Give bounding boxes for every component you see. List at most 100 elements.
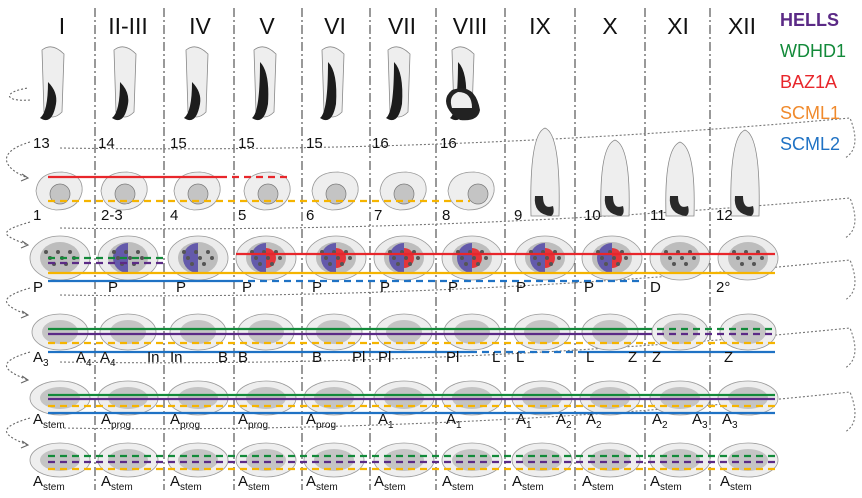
label-subscript: prog <box>111 420 131 431</box>
stage-header: XI <box>667 13 689 39</box>
chromatin-dot <box>324 256 328 260</box>
chromatin-dot <box>476 262 480 266</box>
cell-label: Pl <box>446 349 459 366</box>
cell-label: 15 <box>170 135 187 152</box>
chromatin-dot <box>206 250 210 254</box>
label-subscript: stem <box>522 482 544 493</box>
chromatin-dot <box>740 262 744 266</box>
label-subscript: stem <box>316 482 338 493</box>
connector-curve <box>59 197 856 239</box>
elongated-spermatid-curled-inner <box>450 92 472 108</box>
spermatogonium-nucleus <box>730 320 766 344</box>
legend-item: WDHD1 <box>780 41 846 61</box>
arrow-head <box>20 173 30 182</box>
label-subscript: stem <box>43 420 65 431</box>
cell-label: P <box>33 279 43 296</box>
cell-label: Z <box>724 349 733 366</box>
chromatin-dot <box>254 256 258 260</box>
chromatin-dot <box>116 256 120 260</box>
stage-header: II-III <box>108 13 148 39</box>
chromatin-dot <box>186 256 190 260</box>
cell-label: 2° <box>716 279 730 296</box>
chromatin-dot <box>258 262 262 266</box>
chromatin-dot <box>270 262 274 266</box>
label-subscript: 3 <box>702 420 708 431</box>
chromatin-dot <box>752 262 756 266</box>
hells-domain <box>530 243 545 273</box>
stage-header: IX <box>529 13 551 39</box>
hells-domain <box>251 243 266 273</box>
cell-label: P <box>242 279 252 296</box>
round-spermatid-nucleus <box>393 183 415 205</box>
arrow-head <box>20 440 30 449</box>
connector-arrow <box>6 221 31 246</box>
chromatin-dot <box>408 262 412 266</box>
chromatin-dot <box>672 262 676 266</box>
label-subscript: 4 <box>86 358 92 369</box>
cell-label: P <box>448 279 458 296</box>
chromatin-dot <box>533 256 537 260</box>
chromatin-dot <box>348 256 352 260</box>
cell-label: 8 <box>442 207 450 224</box>
cell-label: 5 <box>238 207 246 224</box>
cell-label: 16 <box>372 135 389 152</box>
cell-label: 7 <box>374 207 382 224</box>
cell-label: 15 <box>306 135 323 152</box>
chromatin-dot <box>484 256 488 260</box>
elongated-spermatid-tip <box>112 82 129 121</box>
spermatogonium-nucleus <box>524 320 560 344</box>
stem-spermatogonium-nucleus <box>246 449 286 471</box>
label-subscript: prog <box>180 420 200 431</box>
spermatogonium-nucleus <box>316 320 352 344</box>
chromatin-dot <box>194 250 198 254</box>
chromatin-dot <box>464 262 468 266</box>
label-subscript: 2 <box>662 420 668 431</box>
chromatin-dot <box>278 256 282 260</box>
connector-arrow <box>6 287 31 316</box>
chromatin-dot <box>340 262 344 266</box>
connector-arrow <box>6 351 31 381</box>
cell-label: In <box>147 349 160 366</box>
connector-arrow <box>6 141 31 179</box>
chromatin-dot <box>680 256 684 260</box>
chromatin-dot <box>336 256 340 260</box>
hells-domain <box>457 243 472 273</box>
chromatin-dot <box>460 256 464 260</box>
spermatogonium-nucleus <box>662 320 698 344</box>
cell-label: L <box>516 349 524 366</box>
spermatogonium-nucleus <box>386 320 422 344</box>
stem-spermatogonium-nucleus <box>452 449 492 471</box>
legend: HELLS WDHD1 BAZ1A SCML1 SCML2 <box>780 10 846 154</box>
stage-dividers <box>94 8 711 490</box>
chromatin-dot <box>182 250 186 254</box>
cell-label: 15 <box>238 135 255 152</box>
chromatin-dot <box>472 256 476 260</box>
elongated-spermatid-tip <box>386 62 403 121</box>
elongating-spermatid-head <box>604 196 624 216</box>
legend-item: SCML2 <box>780 134 840 154</box>
round-spermatid-nucleus <box>49 183 71 205</box>
stage-header: X <box>602 13 617 39</box>
elongated-spermatid-tip <box>320 62 337 121</box>
cell-label: 10 <box>584 207 601 224</box>
stem-spermatogonium-nucleus <box>728 449 768 471</box>
label-subscript: stem <box>592 482 614 493</box>
chromatin-dot <box>68 250 72 254</box>
cell-label: P <box>108 279 118 296</box>
label-subscript: 4 <box>110 358 116 369</box>
chromatin-dot <box>56 250 60 254</box>
label-subscript: 3 <box>732 420 738 431</box>
stage-header: VIII <box>453 13 488 39</box>
chromatin-dot <box>210 256 214 260</box>
label-subscript: prog <box>316 420 336 431</box>
round-spermatid-nucleus <box>467 183 489 205</box>
chromatin-dot <box>112 250 116 254</box>
spermatogonium-nucleus <box>42 320 78 344</box>
chromatin-dot <box>600 256 604 260</box>
label-subscript: stem <box>660 482 682 493</box>
round-spermatid-nucleus <box>257 183 279 205</box>
chromatin-dot <box>266 256 270 260</box>
stem-spermatogonium-nucleus <box>590 449 630 471</box>
cell-label: 11 <box>650 207 666 224</box>
round-spermatid-nucleus <box>187 183 209 205</box>
